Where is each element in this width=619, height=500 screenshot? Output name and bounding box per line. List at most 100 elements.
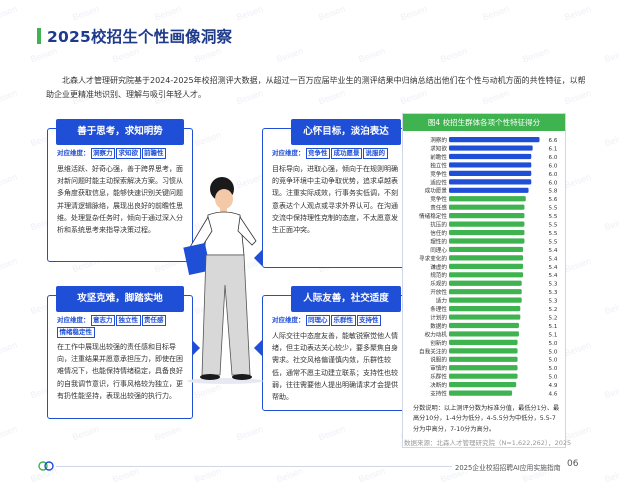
category-label: 适力 [436, 297, 448, 305]
value-label: 5.1 [549, 332, 558, 338]
category-label: 谦虚的 [430, 263, 447, 271]
brand-logo-icon [38, 461, 54, 471]
tag: 成功愿景 [331, 148, 362, 159]
tag: 独立性 [116, 315, 141, 326]
value-label: 4.9 [549, 383, 558, 389]
face-shape [215, 189, 233, 209]
bar [449, 297, 522, 303]
category-label: 独立性 [430, 161, 447, 169]
bar [449, 213, 525, 219]
tag: 洞察力 [90, 148, 115, 159]
value-label: 5.0 [549, 349, 558, 355]
arrow-icon [192, 340, 200, 356]
bar [449, 153, 532, 160]
bar [449, 238, 525, 244]
bar [449, 314, 521, 320]
value-label: 5.5 [549, 206, 558, 212]
shoe-shape [200, 374, 220, 380]
category-label: 条理性 [430, 305, 447, 313]
arrow-icon [254, 340, 262, 356]
card-perseverance-title: 攻坚克难，脚踏实地 [56, 286, 184, 312]
value-label: 5.4 [549, 248, 558, 254]
value-label: 6.0 [549, 180, 558, 186]
bar [449, 196, 526, 202]
tag: 说服的 [363, 148, 388, 159]
value-label: 6.6 [549, 138, 558, 144]
shoe-shape [232, 374, 252, 380]
bar [449, 170, 532, 176]
category-label: 支持性 [430, 390, 447, 398]
value-label: 5.8 [549, 189, 558, 195]
page-title: 2025校招生个性画像洞察 [47, 28, 233, 46]
card-social: 人际友善，社交适度 对应维度： 同理心 乐群性 支持性 人际交往中态度友善，能敏锐察觉… [262, 286, 408, 411]
tag: 乐群性 [331, 315, 356, 326]
bar [449, 246, 524, 253]
card-thinking-body: 思维活跃、好奇心强，善于跨界思考，面对新问题时能主动探索解决方案。习惯从多角度获… [57, 165, 183, 235]
value-label: 6.1 [549, 146, 558, 152]
trait-score-chart: 图4 校招生群体各项个性特征得分 洞察的 6.6 求知欲 6.1 前瞻性 6.0 独立性 6.… [402, 113, 566, 448]
value-label: 5.0 [549, 366, 558, 372]
bar [449, 162, 532, 168]
value-label: 5.5 [549, 239, 558, 245]
value-label: 5.6 [549, 197, 558, 203]
value-label: 5.2 [549, 307, 558, 313]
value-label: 5.4 [549, 265, 558, 271]
value-label: 4.6 [549, 392, 558, 398]
bar [449, 322, 519, 329]
value-label: 5.1 [549, 324, 558, 330]
bar [449, 356, 518, 362]
category-label: 乐群性 [430, 373, 447, 381]
category-label: 前瞻性 [430, 153, 447, 161]
shirt-shape [203, 211, 245, 256]
neck-shape [220, 207, 227, 215]
card-perseverance-body: 在工作中展现出较强的责任感和目标导向，注重结果并愿意承担压力，即使在困难情况下，… [57, 343, 183, 400]
bar [449, 272, 524, 278]
intro-paragraph: 北森人才管理研究院基于2024-2025年校招测评大数据，从超过一百万应届毕业生… [46, 76, 586, 99]
tag-label: 对应维度： [272, 149, 305, 157]
bar [449, 390, 513, 396]
title-accent-bar [37, 28, 41, 44]
trousers-shape [201, 254, 251, 376]
card-goals-body: 目标导向，进取心强，倾向于在规则明确的竞争环境中主动争取优势，追求卓越表现。注重… [272, 165, 398, 235]
bar [449, 263, 524, 269]
tag-label: 对应维度： [57, 149, 90, 157]
bar [449, 255, 524, 261]
card-social-title: 人际友善，社交适度 [291, 286, 401, 312]
category-label: 抗压的 [430, 221, 447, 229]
card-social-tags: 对应维度： 同理心 乐群性 支持性 [272, 315, 402, 327]
category-label: 计划的 [430, 313, 447, 321]
category-label: 乐观的 [430, 280, 447, 288]
value-label: 5.4 [549, 256, 558, 262]
bar [449, 145, 533, 151]
category-label: 规范的 [430, 271, 447, 279]
category-label: 数据的 [430, 322, 447, 330]
bar [449, 204, 525, 210]
tag: 竞争性 [305, 148, 330, 159]
value-label: 5.0 [549, 358, 558, 364]
card-goals: 心怀目标，淡泊表达 对应维度： 竞争性 成功愿景 说服的 目标导向，进取心强，倾向于在… [262, 119, 408, 268]
tag-label: 对应维度： [272, 316, 305, 324]
category-label: 说服的 [430, 356, 447, 364]
card-goals-title: 心怀目标，淡泊表达 [291, 119, 401, 145]
category-label: 创新的 [430, 339, 447, 347]
card-thinking: 善于思考，求知明势 对应维度： 洞察力 求知欲 前瞻性 思维活跃、好奇心强，善于跨界思… [47, 119, 193, 262]
chart-note: 分数说明：以上测评分数为标准分值，最低分1分、最高分10分，1-4分为低分，4-… [413, 405, 560, 433]
footer-divider [56, 466, 563, 467]
value-label: 5.4 [549, 273, 558, 279]
tag: 情绪稳定性 [57, 327, 95, 338]
value-label: 5.3 [549, 282, 558, 288]
person-illustration [183, 177, 263, 384]
category-label: 理性的 [430, 237, 447, 245]
tag-label: 对应维度： [57, 316, 90, 324]
category-label: 适应性 [430, 178, 447, 186]
bar [449, 221, 525, 227]
category-label: 同理心 [430, 247, 447, 254]
category-label: 洞察的 [430, 136, 447, 144]
value-label: 5.0 [549, 375, 558, 381]
report-name: 2025企业校招招聘AI应用实施指南 [452, 462, 564, 472]
bar [449, 280, 522, 286]
category-label: 信任的 [430, 229, 447, 237]
chart-plot: 洞察的 6.6 求知欲 6.1 前瞻性 6.0 独立性 6.0 竞争性 6.0 适应性 6.0 成功愿景… [419, 136, 558, 398]
value-label: 6.0 [549, 155, 558, 161]
bar [449, 179, 532, 185]
